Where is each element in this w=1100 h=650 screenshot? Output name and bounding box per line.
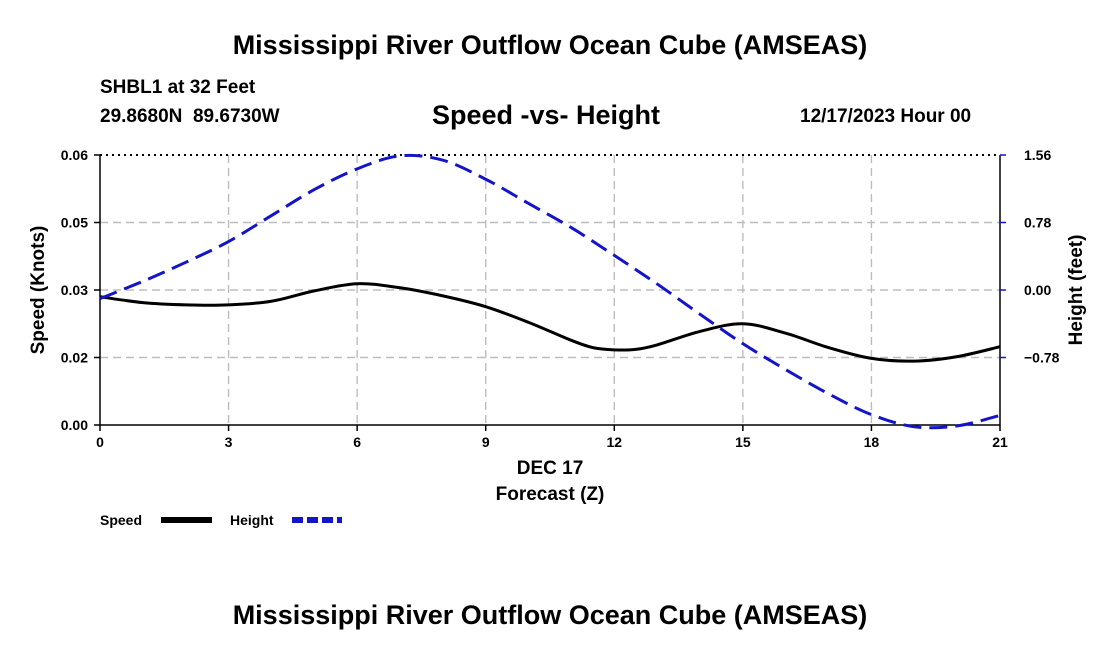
y-tick-label: 0.00 [61,417,88,433]
footer-title: Mississippi River Outflow Ocean Cube (AM… [232,600,868,630]
x-tick-label: 0 [96,434,104,450]
x-sublabel: DEC 17 [517,458,584,479]
x-tick-label: 12 [606,434,622,450]
x-tick-label: 9 [482,434,490,450]
coordinates-label: 29.8680N 89.6730W [100,106,280,127]
y-tick-label: 0.03 [61,282,88,298]
y2-axis-label: Height (feet) [1066,235,1087,346]
x-tick-label: 6 [353,434,361,450]
series-line-height [99,153,1001,430]
y2-tick-label: 0.00 [1024,282,1051,298]
x-tick-label: 18 [864,434,880,450]
legend: Speed Height [100,512,342,528]
y2-tick-label: 0.78 [1024,215,1051,231]
series [99,153,1001,430]
page-title: Mississippi River Outflow Ocean Cube (AM… [232,30,868,60]
y-tick-label: 0.05 [61,215,88,231]
datetime-label: 12/17/2023 Hour 00 [800,106,972,127]
x-tick-label: 15 [735,434,751,450]
y-tick-label: 0.02 [61,350,88,366]
y-axis-label: Speed (Knots) [28,226,49,355]
x-tick-label: 21 [992,434,1008,450]
series-line-speed [99,282,1001,363]
grid [100,155,1000,425]
y2-tick-label: 1.56 [1024,147,1051,163]
y-tick-label: 0.06 [61,147,88,163]
chart-subtitle: Speed -vs- Height [432,100,661,130]
y2-tick-label: −0.78 [1024,350,1060,366]
legend-speed-label: Speed [100,512,142,528]
legend-height-label: Height [230,512,274,528]
station-label: SHBL1 at 32 Feet [100,77,256,98]
x-axis-label: Forecast (Z) [496,484,605,505]
axes [94,154,1006,431]
x-tick-label: 3 [225,434,233,450]
tick-labels: 0 3 6 9 12 15 18 21 0.00 0.02 0.03 0.05 0.06 −0.78 0.0… [61,147,1060,450]
